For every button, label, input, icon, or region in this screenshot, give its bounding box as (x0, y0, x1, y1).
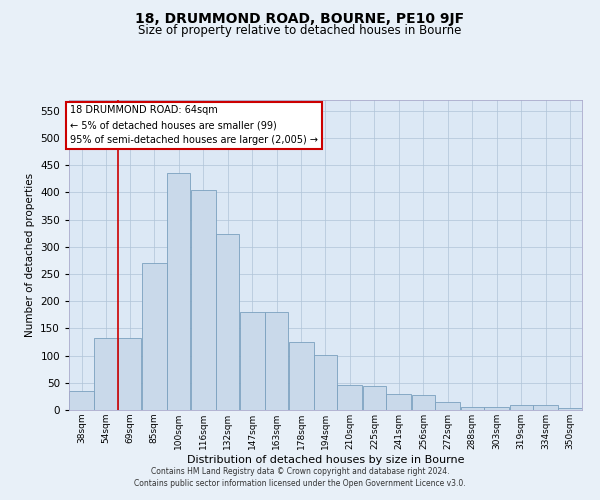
Bar (484, 408, 509, 410)
Bar (69, 391, 94, 410)
Bar (289, 342, 314, 410)
Bar (142, 263, 167, 410)
Bar (509, 405, 533, 410)
Bar (239, 312, 265, 410)
Bar (337, 385, 362, 410)
Y-axis label: Number of detached properties: Number of detached properties (25, 173, 35, 337)
Bar (461, 406, 484, 410)
X-axis label: Distribution of detached houses by size in Bourne: Distribution of detached houses by size … (187, 454, 464, 464)
Bar (314, 354, 337, 410)
Bar (436, 402, 460, 410)
Bar (533, 404, 558, 410)
Bar (386, 394, 412, 410)
Bar (363, 386, 386, 410)
Bar (167, 174, 190, 410)
Text: 18 DRUMMOND ROAD: 64sqm
← 5% of detached houses are smaller (99)
95% of semi-det: 18 DRUMMOND ROAD: 64sqm ← 5% of detached… (70, 106, 318, 145)
Bar (412, 395, 435, 410)
Text: Contains HM Land Registry data © Crown copyright and database right 2024.
Contai: Contains HM Land Registry data © Crown c… (134, 466, 466, 487)
Bar (94, 338, 118, 410)
Text: Size of property relative to detached houses in Bourne: Size of property relative to detached ho… (139, 24, 461, 37)
Bar (559, 408, 582, 410)
Text: 18, DRUMMOND ROAD, BOURNE, PE10 9JF: 18, DRUMMOND ROAD, BOURNE, PE10 9JF (136, 12, 464, 26)
Bar (118, 338, 142, 410)
Bar (265, 312, 288, 410)
Bar (191, 190, 215, 410)
Bar (216, 234, 239, 410)
